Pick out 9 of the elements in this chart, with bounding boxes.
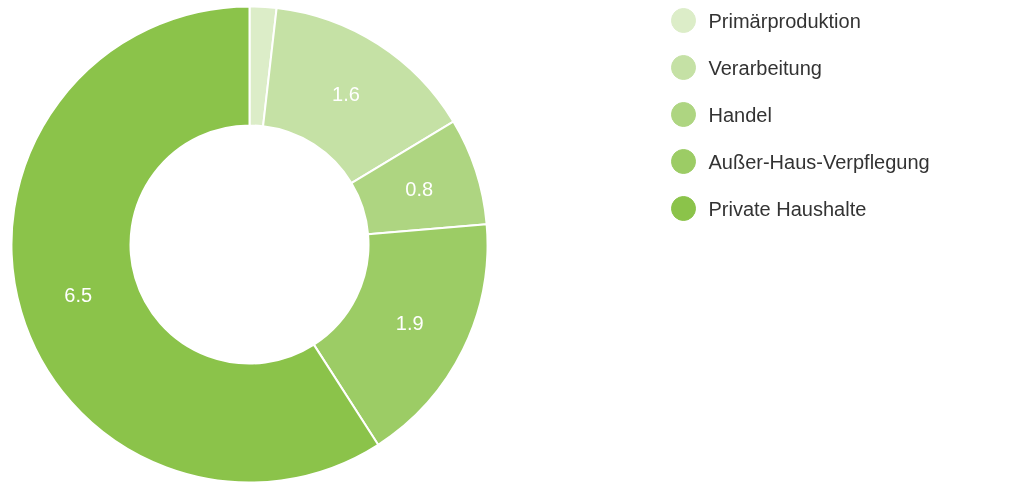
data-label: 0.8 [405, 178, 434, 201]
data-label: 6.5 [64, 283, 93, 306]
data-label: 1.9 [395, 312, 424, 335]
legend-label: Primärproduktion [708, 9, 861, 32]
data-label: 1.6 [332, 83, 360, 106]
legend-label: Handel [708, 103, 772, 126]
legend-label: Private Haushalte [708, 197, 867, 220]
legend-label: Außer-Haus-Verpflegung [708, 150, 930, 173]
legend-label: Verarbeitung [708, 56, 822, 79]
